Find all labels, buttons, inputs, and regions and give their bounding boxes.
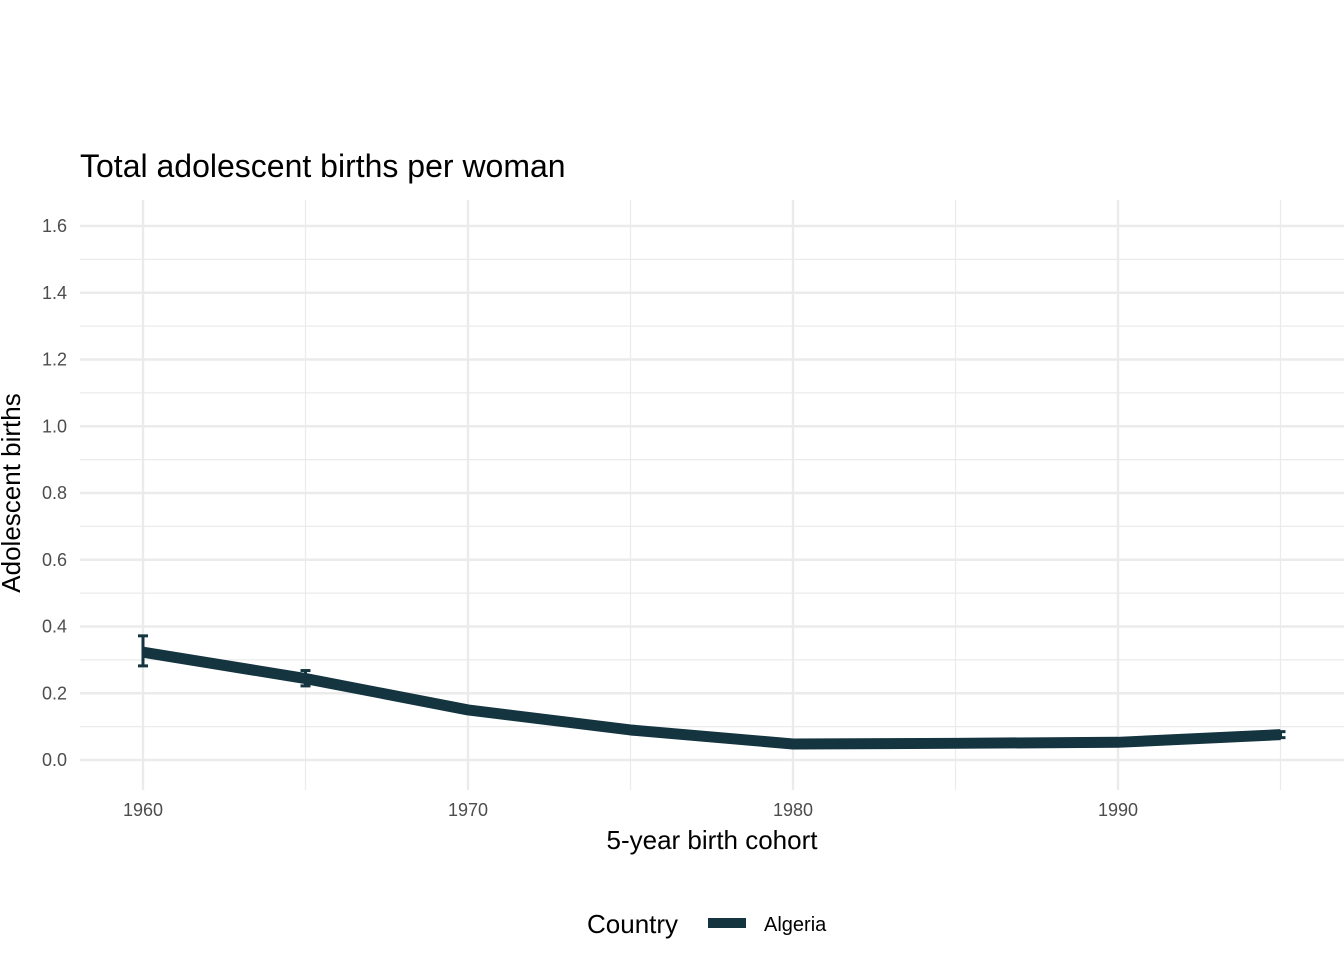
y-tick-label: 0.2 — [42, 683, 67, 703]
y-tick-labels: 0.0 0.2 0.4 0.6 0.8 1.0 1.2 1.4 1.6 — [42, 216, 67, 770]
legend-title: Country — [587, 909, 678, 939]
x-axis-title: 5-year birth cohort — [607, 825, 819, 855]
y-tick-label: 0.6 — [42, 550, 67, 570]
x-tick-labels: 1960 1970 1980 1990 — [123, 800, 1138, 820]
y-tick-label: 1.0 — [42, 416, 67, 436]
x-tick-label: 1990 — [1098, 800, 1138, 820]
y-axis-title: Adolescent births — [0, 393, 26, 592]
legend-key-algeria — [708, 918, 746, 928]
legend-label-algeria: Algeria — [764, 914, 827, 936]
x-tick-label: 1960 — [123, 800, 163, 820]
error-bar — [138, 634, 148, 668]
x-tick-label: 1980 — [773, 800, 813, 820]
grid — [80, 200, 1344, 790]
y-tick-label: 0.4 — [42, 617, 67, 637]
y-tick-label: 0.0 — [42, 750, 67, 770]
series-line-algeria — [142, 646, 1281, 750]
y-tick-label: 0.8 — [42, 483, 67, 503]
y-tick-label: 1.6 — [42, 216, 67, 236]
x-tick-label: 1970 — [448, 800, 488, 820]
series-marks — [138, 634, 1286, 750]
y-tick-label: 1.4 — [42, 283, 67, 303]
chart-title: Total adolescent births per woman — [80, 148, 566, 184]
y-tick-label: 1.2 — [42, 350, 67, 370]
